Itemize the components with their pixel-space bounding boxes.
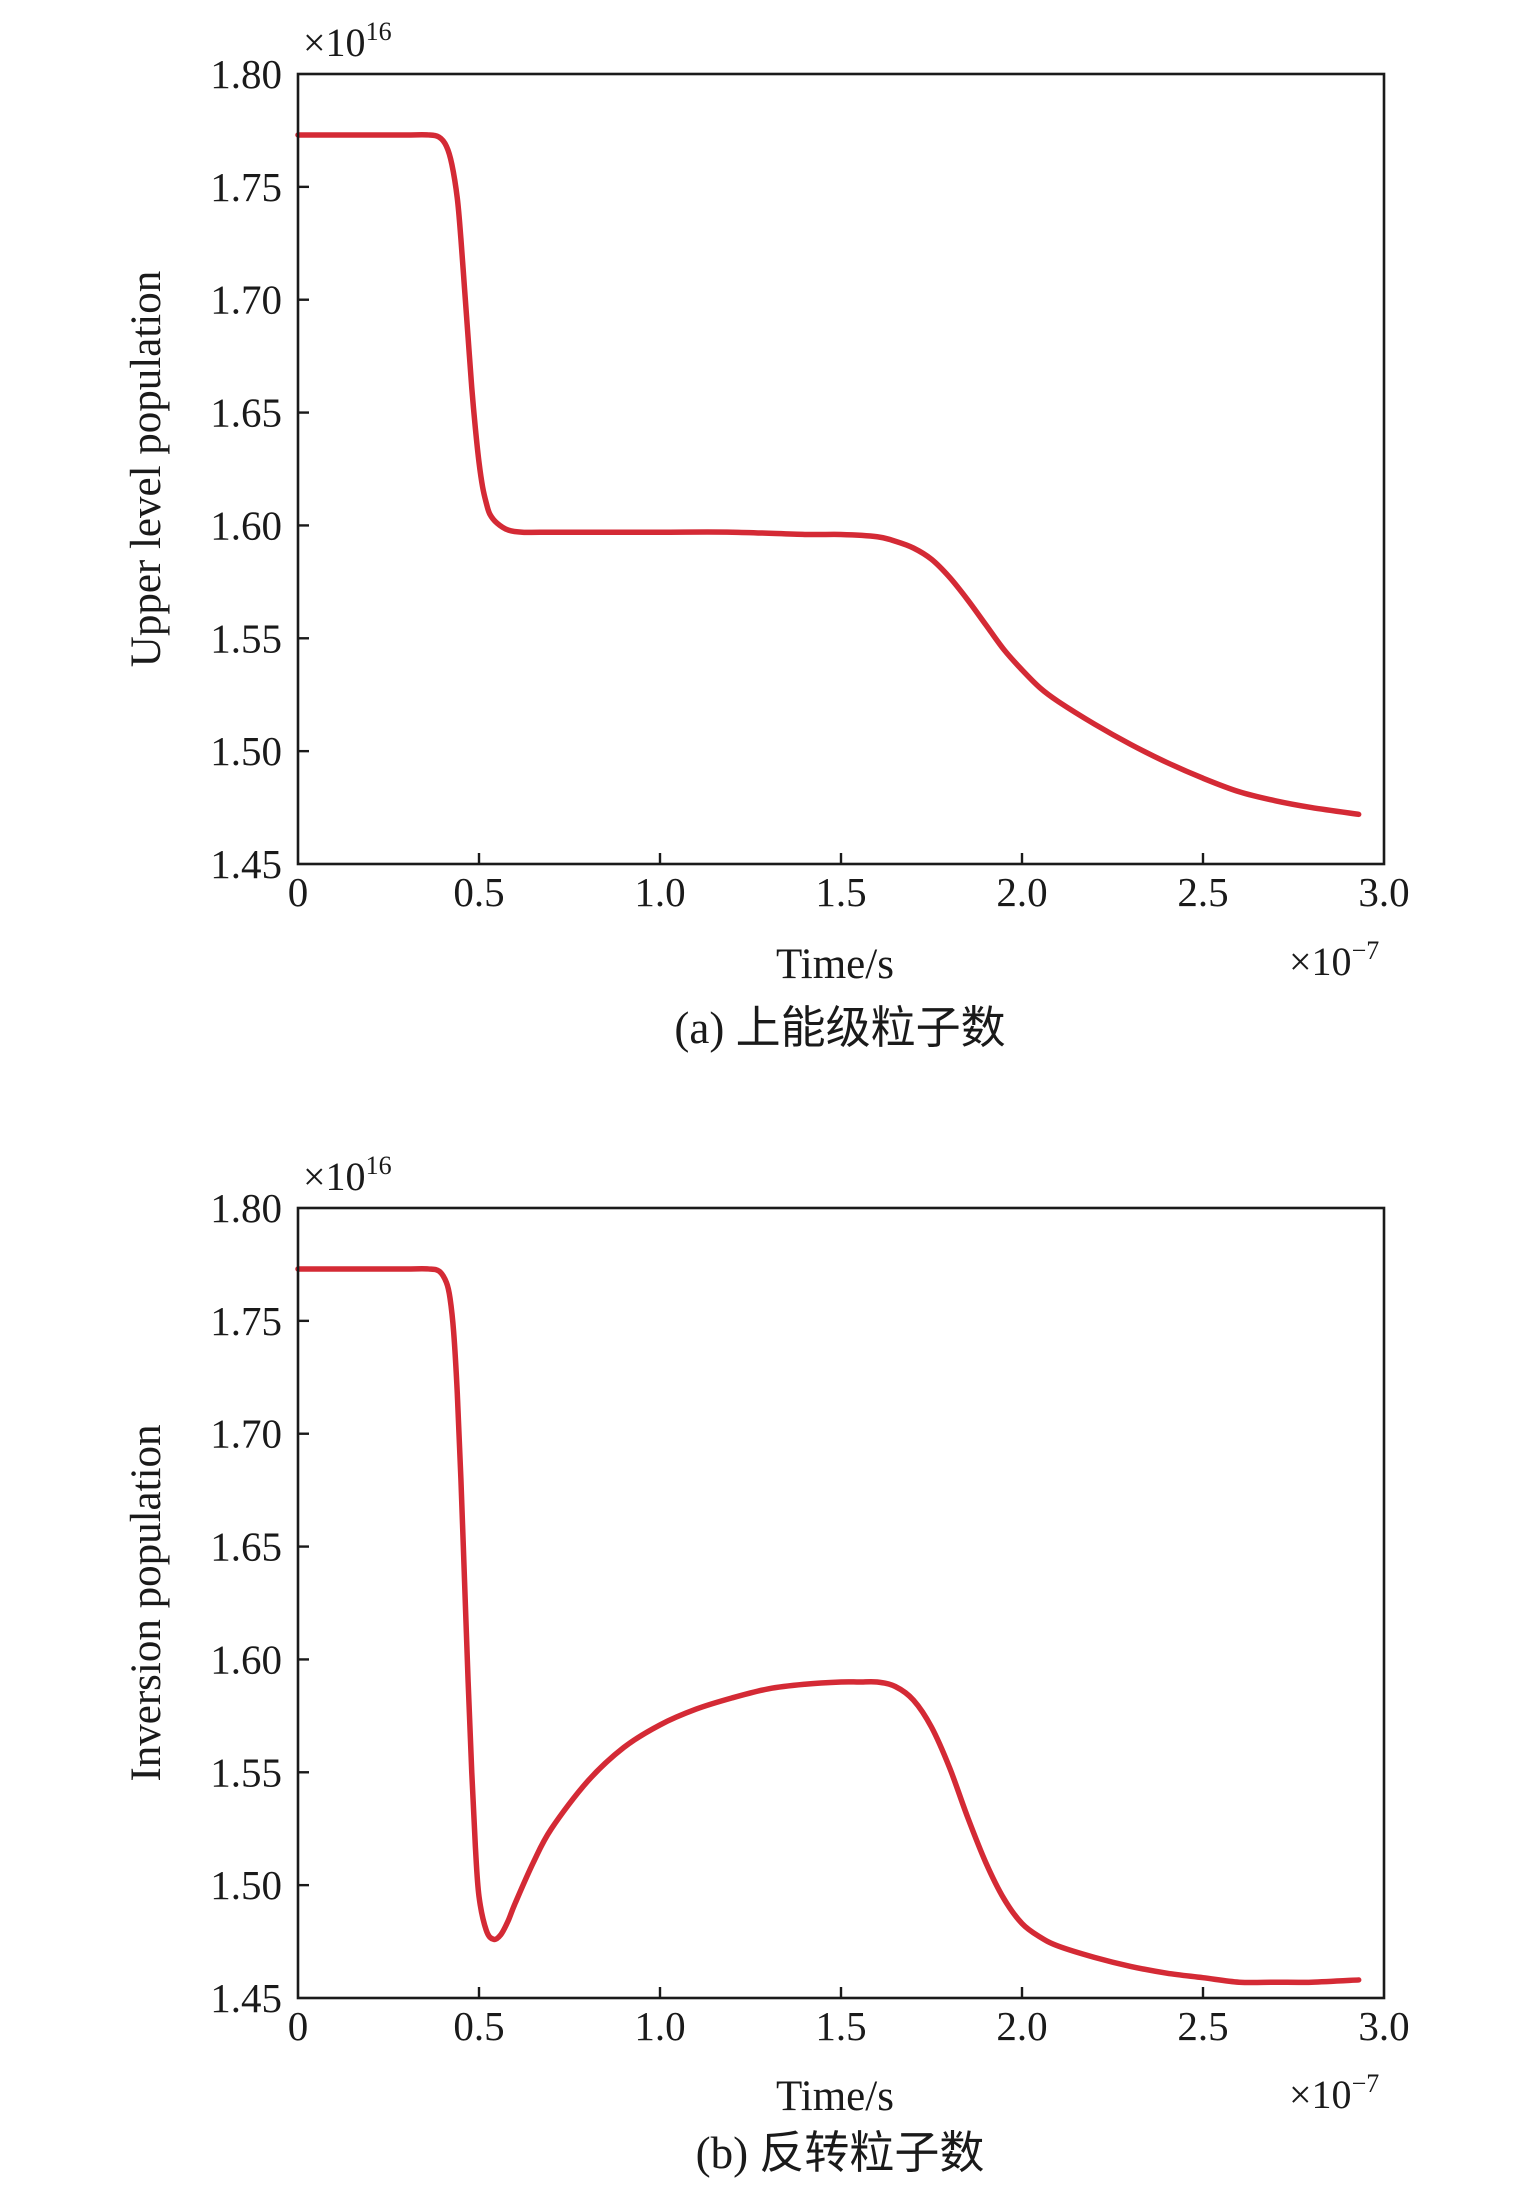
panel-b-y-tick-label: 1.80 (210, 1185, 282, 1231)
panel-a-x-multiplier: ×10−7 (1289, 936, 1379, 984)
panel-b-y-multiplier: ×1016 (303, 1151, 392, 1199)
panel-a-y-tick-label: 1.80 (210, 51, 282, 97)
panel-b-y-multiplier-exp: 16 (366, 1151, 392, 1180)
panel-b-x-tick-label: 0.5 (453, 2003, 504, 2049)
panel-b-x-multiplier: ×10−7 (1289, 2069, 1379, 2117)
panel-b-x-tick-label: 1.5 (815, 2003, 866, 2049)
panel-b-x-multiplier-exp: −7 (1352, 2069, 1380, 2098)
panel-b-x-tick-label: 2.0 (996, 2003, 1047, 2049)
panel-a-x-multiplier-exp: −7 (1352, 936, 1380, 965)
panel-b-y-tick-label: 1.75 (210, 1298, 282, 1344)
panel-b-x-tick-label: 1.0 (634, 2003, 685, 2049)
panel-a-y-tick-label: 1.55 (210, 615, 282, 661)
chart-panel-b: 0 0.5 1.0 1.5 2.0 2.5 3.0 1.45 1.50 1.55 1.60 1.65 1… (123, 1151, 1410, 2178)
panel-a-x-tick-label: 0 (288, 869, 309, 915)
panel-b-y-tick-label: 1.60 (210, 1636, 282, 1682)
panel-a-x-tick-label: 1.5 (815, 869, 866, 915)
panel-b-y-axis-label: Inversion population (123, 1424, 170, 1781)
panel-a-plot-frame (296, 72, 1386, 866)
panel-b-x-axis-label: Time/s (776, 2073, 894, 2120)
panel-b-y-tick-label: 1.65 (210, 1524, 282, 1570)
panel-a-y-multiplier: ×1016 (303, 17, 392, 65)
panel-a-caption: (a) 上能级粒子数 (674, 1003, 1005, 1053)
panel-b-y-tick-label: 1.55 (210, 1749, 282, 1795)
panel-b-x-tick-label: 0 (288, 2003, 309, 2049)
panel-a-y-tick-label: 1.70 (210, 277, 282, 323)
panel-a-y-tick-label: 1.75 (210, 164, 282, 210)
panel-a-y-tick-label: 1.45 (210, 841, 282, 887)
panel-a-x-tick-label: 2.0 (996, 869, 1047, 915)
panel-b-x-tick-label: 2.5 (1177, 2003, 1228, 2049)
panel-a-x-axis-label: Time/s (776, 941, 894, 988)
panel-a-marks: 0 0.5 1.0 1.5 2.0 2.5 3.0 1.45 1.50 1.55 1.60 1.65 1… (210, 51, 1409, 915)
panel-a-x-tick-label: 3.0 (1358, 869, 1409, 915)
panel-a-x-tick-label: 2.5 (1177, 869, 1228, 915)
panel-a-series-line (295, 132, 1362, 818)
panel-a-x-tick-label: 1.0 (634, 869, 685, 915)
panel-b-marks: 0 0.5 1.0 1.5 2.0 2.5 3.0 1.45 1.50 1.55 1.60 1.65 1… (210, 1185, 1409, 2049)
panel-a-y-tick-label: 1.65 (210, 390, 282, 436)
panel-b-y-tick-label: 1.70 (210, 1411, 282, 1457)
panel-b-y-tick-label: 1.50 (210, 1862, 282, 1908)
panel-b-y-tick-label: 1.45 (210, 1975, 282, 2021)
panel-b-caption: (b) 反转粒子数 (696, 2128, 985, 2178)
chart-panel-a: 0 0.5 1.0 1.5 2.0 2.5 3.0 1.45 1.50 1.55 1.60 1.65 1… (123, 17, 1410, 1053)
panel-b-plot-frame (296, 1206, 1386, 2000)
panel-b-series-line (295, 1266, 1362, 1986)
panel-a-x-tick-label: 0.5 (453, 869, 504, 915)
panel-a-y-multiplier-exp: 16 (366, 17, 392, 46)
panel-a-y-axis-label: Upper level population (123, 271, 170, 667)
panel-a-y-tick-label: 1.60 (210, 502, 282, 548)
panel-a-y-tick-label: 1.50 (210, 728, 282, 774)
panel-b-x-tick-label: 3.0 (1358, 2003, 1409, 2049)
